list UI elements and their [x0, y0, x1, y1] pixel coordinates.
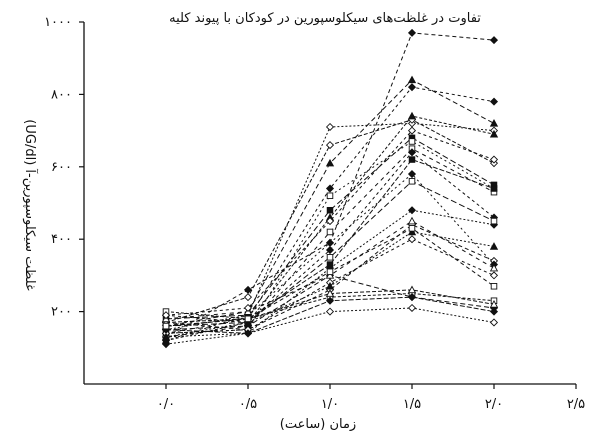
data-point-marker [243, 329, 253, 338]
x-tick-label: ۱/۵ [403, 397, 421, 412]
data-point-marker [325, 281, 335, 290]
chart-title: تفاوت در غلظت‌های سیکلوسپورین در کودکان … [169, 11, 481, 26]
data-point-marker [243, 293, 253, 302]
data-point-marker [407, 148, 417, 157]
x-tick-label: ۰/۰ [157, 397, 175, 412]
y-tick-label: ۶۰۰ [51, 160, 72, 175]
data-point-marker [244, 315, 252, 323]
data-point-marker [407, 235, 417, 244]
y-tick-label: ۱۰۰۰ [44, 15, 72, 30]
data-point-marker [489, 318, 499, 327]
data-point-marker [325, 217, 335, 226]
data-point-marker [243, 318, 253, 326]
series-line [165, 180, 495, 327]
data-point-marker [490, 217, 498, 225]
data-point-marker [325, 122, 335, 132]
data-point-marker [325, 184, 335, 193]
data-point-marker [407, 303, 417, 313]
data-point-marker [408, 178, 416, 185]
x-tick-label: ۱/۰ [321, 397, 339, 412]
data-point-marker [408, 156, 416, 163]
series-line [165, 307, 495, 338]
series-line [165, 289, 495, 323]
data-point-marker [489, 263, 499, 272]
data-point-marker [489, 155, 499, 164]
data-point-marker [325, 271, 335, 279]
series-line [165, 137, 495, 320]
x-tick-label: ۰/۵ [239, 397, 257, 412]
data-point-marker [407, 216, 417, 225]
data-point-marker [325, 238, 335, 247]
data-point-marker [325, 296, 335, 305]
data-point-marker [325, 307, 335, 316]
data-point-marker [489, 119, 499, 127]
x-axis-title: زمان (ساعت) [280, 417, 356, 432]
data-point-marker [407, 75, 417, 84]
data-point-marker [489, 271, 499, 280]
data-point-marker [407, 206, 417, 215]
y-axis-title: غلظت سیکلوسپورین-آ (UG/dl) [22, 119, 39, 291]
series-line [165, 224, 495, 331]
data-point-marker [161, 311, 171, 320]
data-point-marker [326, 254, 334, 261]
data-point-marker [407, 285, 417, 294]
data-point-marker [489, 307, 499, 316]
series-group [161, 303, 499, 341]
data-point-marker [407, 126, 417, 135]
data-point-marker [407, 83, 417, 92]
data-point-marker [490, 283, 498, 290]
data-point-marker [162, 322, 170, 330]
series-group [162, 138, 498, 337]
data-point-marker [408, 138, 416, 145]
data-point-marker [326, 206, 334, 214]
data-point-marker [408, 225, 416, 232]
x-ticks: ۰/۰ ۰/۵ ۱/۰ ۱/۵ ۲/۰ ۲/۵ [157, 384, 585, 412]
x-tick-label: ۲/۵ [567, 397, 585, 412]
data-point-marker [489, 97, 499, 106]
series-group [161, 227, 499, 341]
data-point-marker [490, 185, 498, 192]
data-point-marker [326, 192, 334, 200]
series-group [161, 126, 499, 320]
data-point-marker [407, 293, 417, 302]
data-point-marker [325, 289, 335, 297]
data-point-marker [325, 246, 335, 255]
data-point-marker [407, 170, 417, 179]
series-layer [161, 28, 499, 349]
data-point-marker [407, 28, 417, 37]
series-group [162, 225, 498, 330]
data-point-marker [489, 300, 499, 308]
y-tick-label: ۴۰۰ [51, 232, 72, 247]
y-tick-label: ۲۰۰ [51, 305, 72, 320]
data-point-marker [489, 129, 499, 138]
data-point-marker [407, 227, 417, 236]
data-point-marker [243, 303, 253, 313]
data-point-marker [325, 141, 335, 150]
series-line [165, 148, 495, 338]
data-point-marker [489, 36, 499, 45]
data-point-marker [326, 268, 334, 276]
data-point-marker [489, 242, 499, 250]
data-point-marker [161, 332, 171, 341]
x-tick-label: ۲/۰ [485, 397, 503, 412]
data-point-marker [407, 111, 417, 120]
y-tick-label: ۸۰۰ [51, 87, 72, 102]
data-point-marker [326, 228, 334, 236]
y-ticks: ۲۰۰ ۴۰۰ ۶۰۰ ۸۰۰ ۱۰۰۰ [44, 15, 84, 320]
series-group [161, 285, 499, 326]
data-point-marker [325, 158, 335, 167]
series-line [165, 130, 495, 316]
